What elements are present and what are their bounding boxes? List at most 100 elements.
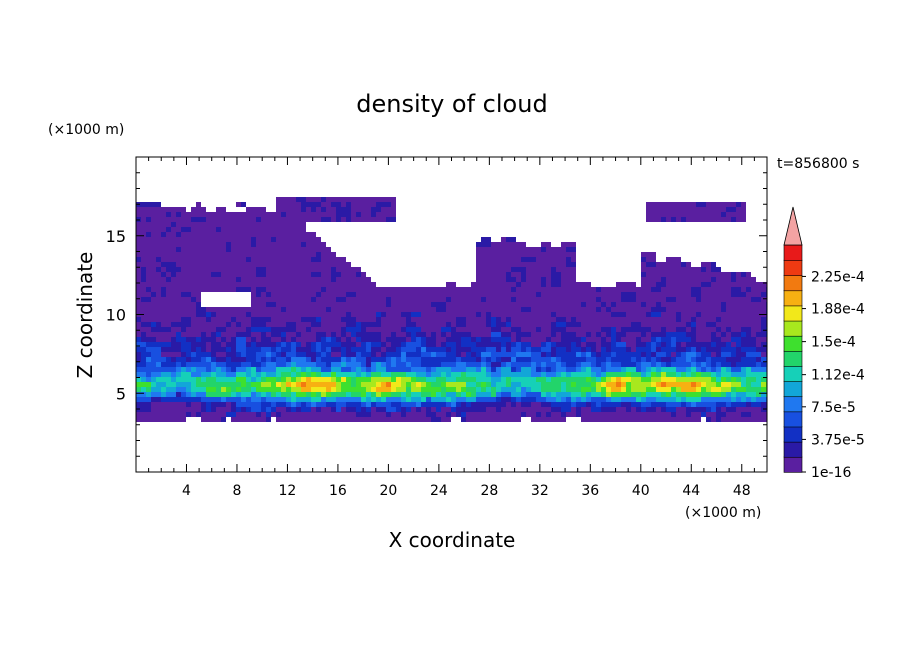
density-cell [486, 387, 491, 392]
density-cell [731, 217, 736, 222]
density-cell [496, 322, 506, 327]
density-cell [646, 397, 656, 402]
density-cell [661, 337, 671, 342]
density-cell [701, 397, 731, 402]
density-cell [226, 347, 231, 352]
density-cell [651, 352, 656, 357]
density-cell [416, 377, 426, 382]
density-cell [446, 337, 461, 342]
density-cell [411, 312, 421, 317]
density-cell [351, 212, 356, 217]
density-cell [366, 387, 371, 392]
density-cell [641, 367, 646, 372]
density-cell [296, 397, 311, 402]
density-cell [721, 307, 726, 312]
density-cell [626, 367, 636, 372]
density-cell [376, 367, 386, 372]
density-cell [166, 232, 176, 237]
density-cell [296, 407, 301, 412]
density-cell [656, 357, 661, 362]
density-cell [541, 382, 561, 387]
density-cell [561, 282, 591, 287]
density-cell [706, 202, 736, 207]
density-cell [536, 257, 566, 262]
density-cell [346, 362, 361, 367]
density-cell [511, 367, 516, 372]
density-cell [276, 197, 296, 202]
density-cell [136, 392, 146, 397]
density-cell [601, 307, 606, 312]
density-cell [411, 377, 416, 382]
density-cell [306, 327, 311, 332]
density-cell [491, 332, 501, 337]
density-cell [716, 322, 761, 327]
density-cell [636, 297, 666, 302]
density-cell [671, 392, 676, 397]
density-cell [596, 307, 601, 312]
density-cell [681, 312, 696, 317]
density-cell [391, 362, 396, 367]
density-cell [591, 392, 601, 397]
density-cell [151, 287, 161, 292]
density-cell [261, 337, 271, 342]
density-cell [696, 352, 701, 357]
density-cell [651, 357, 656, 362]
density-cell [551, 277, 561, 282]
density-cell [206, 387, 216, 392]
density-cell [421, 347, 426, 352]
density-cell [721, 377, 726, 382]
density-cell [271, 347, 276, 352]
density-cell [581, 352, 586, 357]
density-cell [656, 302, 661, 307]
density-cell [626, 382, 631, 387]
density-cell [751, 367, 767, 372]
density-cell [331, 332, 336, 337]
density-cell [306, 207, 311, 212]
density-cell [346, 352, 356, 357]
density-cell [366, 367, 371, 372]
density-cell [321, 207, 326, 212]
density-cell [276, 352, 281, 357]
density-cell [521, 327, 536, 332]
density-cell [356, 272, 361, 277]
density-cell [431, 407, 436, 412]
density-cell [661, 342, 666, 347]
density-cell [181, 292, 191, 297]
density-cell [141, 267, 146, 272]
density-cell [261, 397, 266, 402]
density-cell [386, 397, 401, 402]
density-cell [401, 392, 406, 397]
density-cell [136, 207, 186, 212]
density-cell [456, 347, 471, 352]
density-cell [746, 332, 751, 337]
density-cell [181, 367, 186, 372]
density-cell [261, 217, 321, 222]
density-cell [166, 392, 176, 397]
colorbar-band [783, 335, 803, 352]
density-cell [716, 342, 726, 347]
density-cell [631, 402, 641, 407]
density-cell [356, 412, 371, 417]
density-cell [321, 407, 331, 412]
density-cell [696, 202, 706, 207]
density-cell [446, 282, 456, 287]
density-cell [581, 397, 586, 402]
density-cell [691, 287, 701, 292]
density-cell [556, 397, 561, 402]
density-cell [601, 287, 651, 292]
density-cell [206, 402, 211, 407]
density-cell [756, 377, 761, 382]
density-cell [606, 332, 611, 337]
density-cell [251, 367, 256, 372]
density-cell [201, 417, 221, 422]
density-cell [241, 362, 251, 367]
density-cell [526, 267, 551, 272]
density-cell [451, 402, 456, 407]
density-cell [586, 332, 591, 337]
density-cell [151, 387, 161, 392]
density-cell [576, 352, 581, 357]
density-cell [761, 392, 766, 397]
density-cell [331, 377, 336, 382]
density-cell [181, 372, 191, 377]
